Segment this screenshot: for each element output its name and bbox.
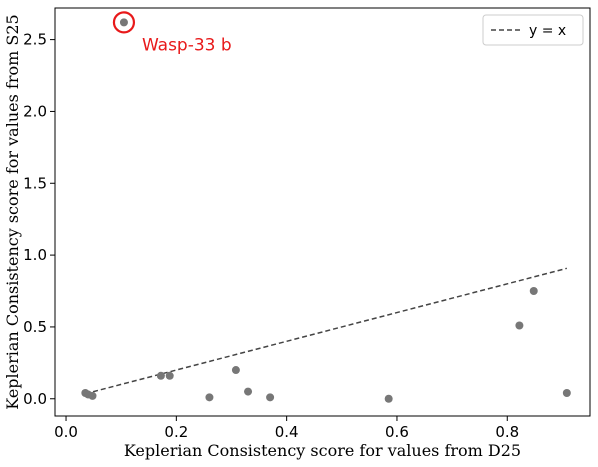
highlight-circle xyxy=(112,11,136,34)
x-axis-title: Keplerian Consistency score for values f… xyxy=(124,441,521,460)
data-point xyxy=(156,371,165,380)
data-point xyxy=(165,371,174,380)
x-tick-label: 0.6 xyxy=(385,423,409,441)
y-tick-label: 2.5 xyxy=(23,31,47,49)
x-tick-label: 0.2 xyxy=(164,423,188,441)
y-tick-label: 0.0 xyxy=(23,390,47,408)
x-tick-label: 0.8 xyxy=(495,423,519,441)
legend-box xyxy=(482,14,584,46)
plot-frame xyxy=(54,7,591,417)
reference-line-layer xyxy=(85,267,568,395)
points-layer xyxy=(81,18,571,403)
data-point xyxy=(266,393,275,402)
y-axis: 0.0 0.5 1.0 1.5 2.0 2.5 xyxy=(23,31,55,408)
data-point xyxy=(529,287,538,296)
reference-line-y-equals-x xyxy=(85,267,568,395)
annotation-label: Wasp-33 b xyxy=(142,35,232,55)
legend-label: y = x xyxy=(529,23,566,39)
y-tick-label: 0.5 xyxy=(23,318,47,336)
data-point xyxy=(205,393,214,402)
y-tick-label: 1.5 xyxy=(23,174,47,192)
data-point xyxy=(231,366,240,375)
x-tick-label: 0.0 xyxy=(54,423,78,441)
data-point xyxy=(88,391,97,400)
x-axis: 0.0 0.2 0.4 0.6 0.8 xyxy=(54,416,519,441)
x-tick-label: 0.4 xyxy=(275,423,299,441)
y-tick-label: 1.0 xyxy=(23,246,47,264)
data-point xyxy=(244,387,253,396)
y-tick-label: 2.0 xyxy=(23,102,47,120)
annotation-layer: Wasp-33 b xyxy=(112,11,232,55)
data-point xyxy=(562,389,571,398)
y-axis-title: Keplerian Consistency score for values f… xyxy=(3,14,22,409)
data-point xyxy=(515,321,524,330)
data-point xyxy=(119,18,128,27)
legend: y = x xyxy=(482,14,584,46)
data-point xyxy=(384,394,393,403)
